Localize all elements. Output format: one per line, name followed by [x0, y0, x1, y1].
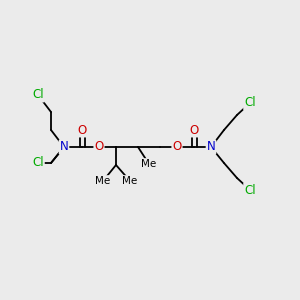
Text: O: O — [172, 140, 182, 154]
Text: Cl: Cl — [244, 97, 256, 110]
Text: Cl: Cl — [32, 88, 44, 101]
Text: Me: Me — [95, 176, 111, 186]
Text: O: O — [189, 124, 199, 136]
Text: Me: Me — [141, 159, 157, 169]
Text: Cl: Cl — [32, 157, 44, 169]
Text: O: O — [94, 140, 103, 154]
Text: N: N — [207, 140, 215, 154]
Text: Cl: Cl — [244, 184, 256, 196]
Text: O: O — [77, 124, 87, 136]
Text: N: N — [60, 140, 68, 154]
Text: Me: Me — [122, 176, 138, 186]
